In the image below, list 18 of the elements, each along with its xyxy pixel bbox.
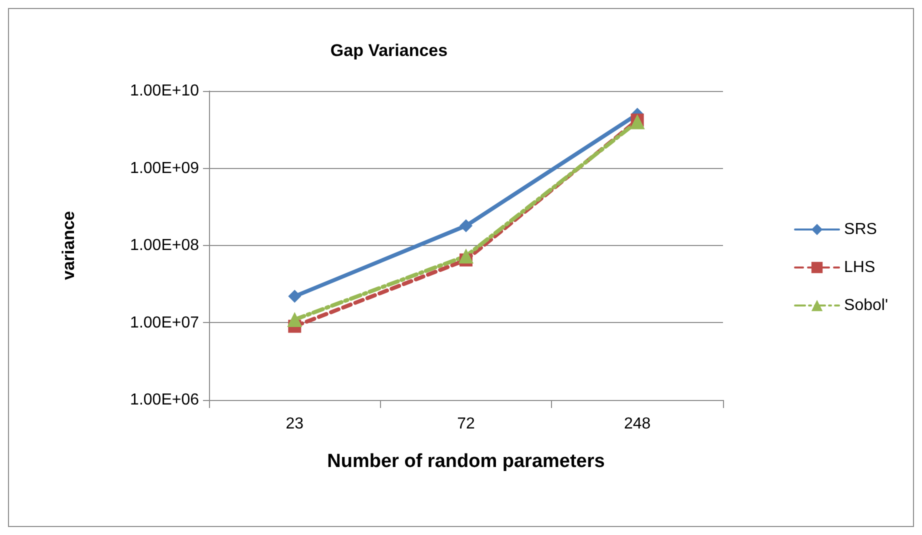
point [288, 290, 302, 303]
y-tick-label: 1.00E+08 [130, 237, 200, 254]
y-tick-label: 1.00E+07 [130, 314, 200, 332]
y-axis-title: variance [59, 211, 78, 280]
x-tick-label: 23 [286, 416, 304, 432]
y-tick-label: 1.00E+10 [130, 82, 200, 100]
legend-label: SRS [844, 221, 877, 238]
x-tick-label: 72 [457, 416, 475, 432]
point [458, 248, 474, 264]
x-tick-label: 248 [624, 416, 651, 432]
chart-title: Gap Variances [330, 41, 448, 60]
y-tick-label: 1.00E+06 [130, 392, 200, 408]
point [287, 312, 302, 328]
point [460, 219, 472, 232]
x-axis-title: Number of random parameters [327, 451, 605, 472]
y-tick-label: 1.00E+09 [130, 160, 200, 177]
legend-label: LHS [844, 259, 876, 276]
legend-label: Sobol' [844, 297, 888, 314]
